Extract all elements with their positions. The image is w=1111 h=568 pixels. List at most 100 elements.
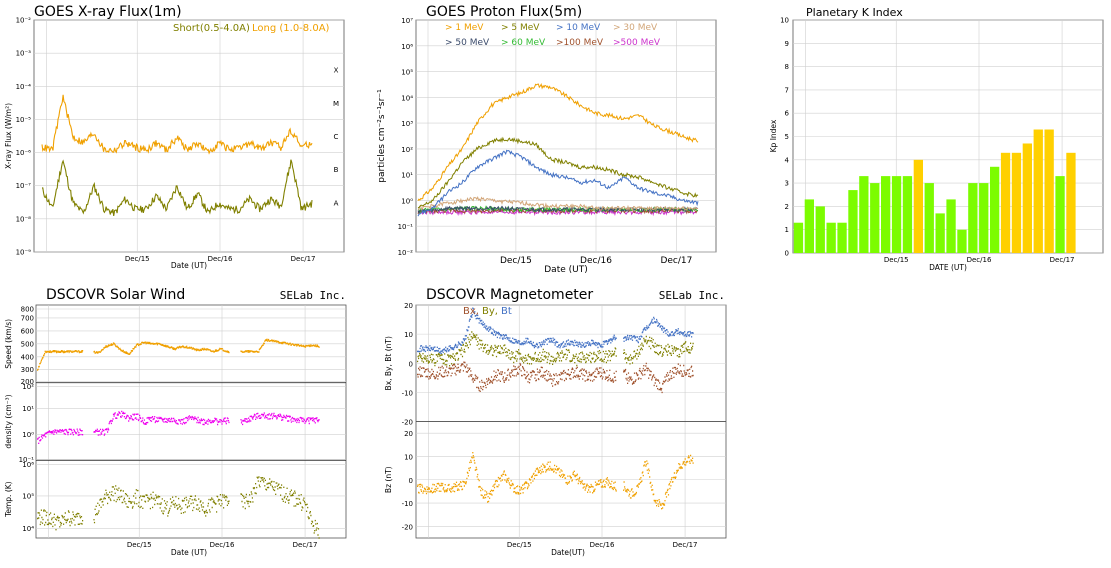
- xray-title: GOES X-ray Flux(1m): [34, 4, 182, 20]
- xray-ytick-3: 10⁻⁶: [16, 149, 32, 157]
- xray-ytick-5: 10⁻⁴: [16, 83, 32, 91]
- mag-xtick-2: Dec/17: [673, 541, 698, 549]
- mag-legend-by: By,: [482, 306, 498, 317]
- kp-bar-12: [924, 183, 934, 253]
- kp-ytick-7: 7: [785, 86, 789, 94]
- kp-bar-8: [881, 176, 891, 253]
- kp-xtick-0: Dec/15: [884, 256, 909, 264]
- xray-class-A: A: [334, 199, 339, 207]
- kp-bar-24: [1055, 176, 1065, 253]
- kp-ytick-9: 9: [785, 40, 789, 48]
- xray-series-line-0: [42, 159, 313, 216]
- xray-xtick-2: Dec/17: [291, 255, 316, 263]
- sw-ytick-0-3: 500: [21, 340, 34, 348]
- proton-ytick-8: 10⁶: [401, 43, 413, 51]
- sw-frame: [35, 304, 347, 539]
- magnetometer-chart: DSCOVR Magnetometer SELab Inc. -20 -10 0 10…: [384, 287, 727, 557]
- mag-ytick-1-0: -20: [402, 523, 413, 531]
- mag-brand: SELab Inc.: [659, 289, 725, 302]
- proton-ytick-7: 10⁵: [401, 69, 413, 77]
- proton-ytick-9: 10⁷: [401, 17, 413, 25]
- proton-legend-1: > 5 MeV: [501, 23, 540, 33]
- proton-xlabel: Date (UT): [544, 265, 587, 275]
- sw-ytick-2-0: 10⁴: [22, 525, 34, 533]
- xray-legend-short: Short(0.5-4.0A): [173, 23, 250, 34]
- proton-xtick-1: Dec/16: [580, 256, 612, 266]
- sw-ylabel-2: Temp. (K): [4, 481, 13, 518]
- kp-bar-2: [815, 206, 825, 253]
- proton-series-line-1: [417, 136, 699, 209]
- xray-xtick-1: Dec/16: [208, 255, 233, 263]
- kp-ytick-10: 10: [780, 17, 789, 25]
- proton-legend-6: >100 MeV: [556, 38, 604, 48]
- kp-xtick-2: Dec/17: [1050, 256, 1075, 264]
- kp-bar-6: [859, 176, 869, 253]
- sw-xtick-1: Dec/16: [210, 541, 235, 549]
- mag-series-bt: [417, 307, 694, 355]
- kp-bar-13: [935, 213, 945, 253]
- sw-ytick-0-2: 400: [21, 353, 34, 361]
- mag-ytick-0-0: -20: [402, 419, 413, 427]
- proton-legend-3: > 30 MeV: [613, 23, 658, 33]
- sw-ytick-1-1: 10⁰: [22, 431, 34, 439]
- proton-series-line-0: [417, 83, 699, 201]
- proton-title: GOES Proton Flux(5m): [426, 4, 582, 20]
- kp-ylabel: Kp Index: [769, 119, 778, 152]
- sw-ytick-0-1: 300: [21, 366, 34, 374]
- kp-bar-5: [848, 190, 858, 253]
- xray-series-line-1: [41, 94, 313, 155]
- sw-ytick-1-2: 10¹: [22, 405, 34, 413]
- kp-bar-11: [913, 159, 923, 253]
- proton-xtick-0: Dec/15: [500, 256, 532, 266]
- proton-legend-4: > 50 MeV: [445, 38, 490, 48]
- sw-ytick-1-3: 10²: [22, 383, 34, 391]
- kp-bar-23: [1044, 129, 1054, 253]
- proton-legend-0: > 1 MeV: [445, 23, 484, 33]
- mag-ytick-1-4: 20: [404, 430, 413, 438]
- xray-frame: [33, 19, 345, 253]
- sw-ytick-0-0: 200: [21, 378, 34, 386]
- mag-series-by: [417, 331, 694, 367]
- xray-ytick-7: 10⁻²: [16, 17, 32, 25]
- mag-ytick-0-3: 10: [404, 331, 413, 339]
- kp-bar-17: [979, 183, 989, 253]
- proton-flux-chart: GOES Proton Flux(5m) 10⁻² 10⁻¹ 10⁰ 10¹ 10² 10…: [377, 4, 717, 275]
- kp-ytick-4: 4: [785, 156, 790, 164]
- xray-class-B: B: [334, 166, 339, 174]
- kp-ytick-8: 8: [785, 63, 789, 71]
- kp-ytick-2: 2: [785, 203, 789, 211]
- kp-index-chart: Planetary K Index 0 1 2 3 4 5 6 7 8 9 10 Dec/15 Dec…: [769, 6, 1104, 272]
- sw-series-2: [37, 476, 320, 539]
- xray-class-M: M: [333, 100, 339, 108]
- solar-wind-chart: DSCOVR Solar Wind SELab Inc. 200 300 400 50…: [4, 287, 347, 557]
- kp-bar-16: [968, 183, 978, 253]
- xray-flux-chart: GOES X-ray Flux(1m) 10⁻⁹ 10⁻⁸ 10⁻⁷ 10⁻⁶ 10⁻⁵…: [4, 4, 345, 270]
- proton-legend-2: > 10 MeV: [556, 23, 601, 33]
- kp-bar-0: [793, 222, 804, 253]
- mag-ytick-0-1: -10: [402, 389, 413, 397]
- kp-title: Planetary K Index: [806, 6, 903, 19]
- kp-bar-22: [1033, 129, 1043, 253]
- proton-legend-7: >500 MeV: [613, 38, 661, 48]
- mag-xtick-0: Dec/15: [507, 541, 532, 549]
- sw-ylabel-1: density (cm⁻³): [4, 394, 13, 448]
- kp-bar-7: [870, 183, 880, 253]
- proton-series-line-3: [417, 195, 699, 212]
- xray-ytick-1: 10⁻⁸: [16, 215, 32, 223]
- kp-bar-1: [804, 199, 814, 253]
- proton-frame: [415, 19, 717, 253]
- mag-ytick-1-3: 10: [404, 453, 413, 461]
- kp-bar-19: [1000, 152, 1011, 253]
- xray-class-C: C: [334, 133, 339, 141]
- kp-bar-18: [990, 166, 1000, 253]
- mag-title: DSCOVR Magnetometer: [426, 287, 593, 303]
- kp-xtick-1: Dec/16: [967, 256, 992, 264]
- mag-ytick-0-4: 20: [404, 302, 413, 310]
- proton-ylabel: particles cm⁻²s⁻¹sr⁻¹: [377, 89, 387, 183]
- mag-series-bz: [417, 452, 694, 510]
- sw-xtick-2: Dec/17: [293, 541, 318, 549]
- kp-bar-15: [957, 229, 967, 253]
- xray-ytick-6: 10⁻³: [16, 50, 32, 58]
- kp-bar-4: [837, 222, 847, 253]
